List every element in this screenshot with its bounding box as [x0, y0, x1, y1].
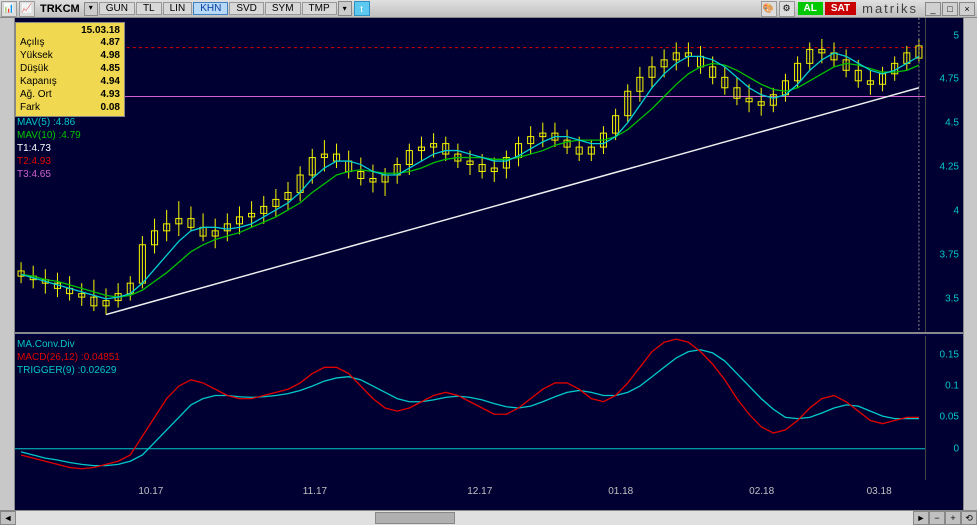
indicator-label: T1:4.73 [17, 142, 81, 155]
ytick: 0.1 [945, 381, 959, 392]
ytick: 3.5 [945, 293, 959, 304]
price-chart[interactable] [15, 18, 925, 332]
ytick: 3.75 [940, 250, 959, 261]
ytick: 5 [953, 30, 959, 41]
xtick: 03.18 [867, 486, 892, 497]
xtick: 01.18 [608, 486, 633, 497]
ohlc-row: Ağ. Ort4.93 [20, 88, 120, 101]
sell-badge[interactable]: SAT [825, 2, 856, 15]
ohlc-row: Açılış4.87 [20, 36, 120, 49]
macd-panel: 0 0.05 0.1 0.15 MA.Conv.DivMACD(26,12) :0.0… [15, 336, 963, 480]
tf-button-gun[interactable]: GUN [99, 2, 135, 15]
right-icons: 🎨 ⚙ AL SAT matriks _ □ × [760, 1, 976, 17]
xtick: 10.17 [138, 486, 163, 497]
tf-button-tl[interactable]: TL [136, 2, 162, 15]
price-yaxis: 3.5 3.75 4 4.25 4.5 4.75 5 [925, 18, 963, 332]
scroll-left-button[interactable]: ◄ [0, 511, 16, 525]
xtick: 02.18 [749, 486, 774, 497]
scroll-track[interactable] [16, 511, 913, 525]
symbol-dropdown[interactable]: ▾ [84, 2, 98, 16]
ytick: 4.5 [945, 118, 959, 129]
tool-icon[interactable]: ⚙ [779, 1, 795, 17]
xaxis-panel: 10.17 11.17 12.17 01.18 02.18 03.18 [15, 480, 963, 510]
macd-yaxis: 0 0.05 0.1 0.15 [925, 336, 963, 480]
price-panel: 3.5 3.75 4 4.25 4.5 4.75 5 15.03.18 Açılış4.87… [15, 18, 963, 334]
tf-button-svd[interactable]: SVD [229, 2, 264, 15]
ytick: 4 [953, 206, 959, 217]
tf-button-tmp[interactable]: TMP [302, 2, 337, 15]
tf-button-lin[interactable]: LIN [163, 2, 193, 15]
ohlc-row: Kapanış4.94 [20, 75, 120, 88]
chart-icon-1[interactable]: 📊 [1, 1, 17, 17]
macd-label: TRIGGER(9) :0.02629 [17, 364, 120, 377]
scroll-right-button[interactable]: ► [913, 511, 929, 525]
ytick: 4.75 [940, 74, 959, 85]
ohlc-row: Fark0.08 [20, 101, 120, 114]
right-gutter [963, 18, 977, 510]
toolbar: 📊 📈 TRKCM ▾ GUNTLLINKHNSVDSYMTMP ▾ t 🎨 ⚙… [0, 0, 977, 18]
buy-badge[interactable]: AL [798, 2, 823, 15]
chart-container: 3.5 3.75 4 4.25 4.5 4.75 5 15.03.18 Açılış4.87… [0, 18, 977, 510]
macd-label: MA.Conv.Div [17, 338, 120, 351]
ytick: 4.25 [940, 162, 959, 173]
toolbar-dropdown[interactable]: ▾ [338, 1, 352, 16]
chart-icon-2[interactable]: 📈 [19, 1, 35, 17]
zoom-out-button[interactable]: − [929, 511, 945, 525]
ytick: 0.15 [940, 349, 959, 360]
indicator-label: T3:4.65 [17, 168, 81, 181]
bottom-scrollbar[interactable]: ◄ ► − + ⟲ [0, 510, 977, 524]
macd-chart[interactable] [15, 336, 925, 480]
maximize-button[interactable]: □ [942, 2, 958, 16]
indicator-label: MAV(10) :4.79 [17, 129, 81, 142]
macd-label: MACD(26,12) :0.04851 [17, 351, 120, 364]
minimize-button[interactable]: _ [925, 2, 941, 16]
main-area: 3.5 3.75 4 4.25 4.5 4.75 5 15.03.18 Açılış4.87… [15, 18, 963, 510]
ohlc-box: 15.03.18 Açılış4.87Yüksek4.98Düşük4.85Ka… [15, 22, 125, 117]
nav-icon[interactable]: ⟲ [961, 511, 977, 525]
xtick: 11.17 [303, 486, 327, 497]
twitter-icon[interactable]: t [354, 1, 370, 16]
ohlc-row: Düşük4.85 [20, 62, 120, 75]
indicator-labels: MAV(5) :4.86MAV(10) :4.79T1:4.73 T2:4.93… [17, 116, 81, 181]
tf-button-khn[interactable]: KHN [193, 2, 228, 15]
xaxis-labels: 10.17 11.17 12.17 01.18 02.18 03.18 [15, 486, 925, 502]
close-button[interactable]: × [959, 2, 975, 16]
palette-icon[interactable]: 🎨 [761, 1, 777, 17]
brand-label: matriks [862, 1, 918, 16]
left-gutter [0, 18, 15, 510]
macd-labels: MA.Conv.DivMACD(26,12) :0.04851TRIGGER(9… [17, 338, 120, 377]
ohlc-date: 15.03.18 [20, 25, 120, 36]
scroll-thumb[interactable] [375, 512, 455, 524]
ytick: 0 [953, 443, 959, 454]
zoom-in-button[interactable]: + [945, 511, 961, 525]
symbol-name: TRKCM [40, 3, 80, 15]
xtick: 12.17 [467, 486, 492, 497]
indicator-label: T2:4.93 [17, 155, 81, 168]
ytick: 0.05 [940, 412, 959, 423]
ohlc-row: Yüksek4.98 [20, 49, 120, 62]
indicator-label: MAV(5) :4.86 [17, 116, 81, 129]
tf-button-sym[interactable]: SYM [265, 2, 301, 15]
